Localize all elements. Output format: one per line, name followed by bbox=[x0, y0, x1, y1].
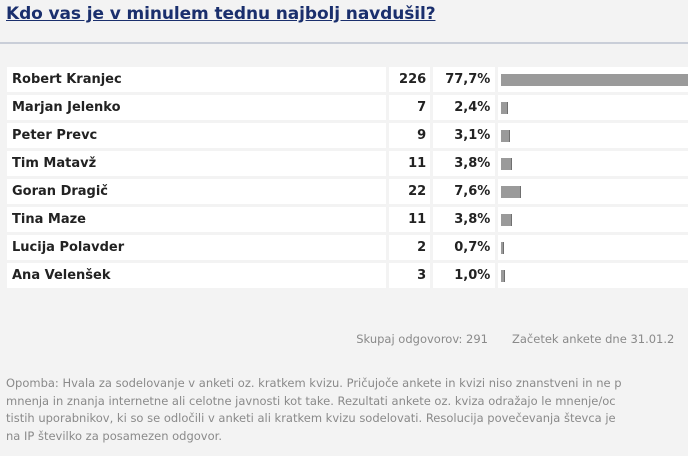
result-row: Ana Velenšek 3 1,0% bbox=[7, 263, 688, 288]
poll-title[interactable]: Kdo vas je v minulem tednu najbolj navdu… bbox=[6, 4, 436, 24]
option-percent: 7,6% bbox=[433, 179, 496, 204]
option-bar bbox=[501, 269, 506, 282]
option-bar bbox=[501, 157, 513, 170]
result-row: Lucija Polavder 2 0,7% bbox=[7, 235, 688, 260]
option-bar bbox=[501, 101, 509, 114]
disclaimer-line: mnenja in znanja internetne ali celotne … bbox=[6, 393, 616, 408]
option-bar bbox=[501, 73, 688, 86]
total-answers: Skupaj odgovorov: 291 bbox=[356, 332, 488, 346]
disclaimer-line: Opomba: Hvala za sodelovanje v anketi oz… bbox=[6, 376, 622, 390]
option-bar bbox=[501, 213, 513, 226]
option-name: Robert Kranjec bbox=[7, 67, 386, 92]
option-bar-cell bbox=[498, 67, 688, 92]
option-vote-count: 2 bbox=[388, 235, 431, 260]
option-name: Tim Matavž bbox=[7, 151, 386, 176]
result-row: Tim Matavž 11 3,8% bbox=[7, 151, 688, 176]
option-bar bbox=[501, 129, 511, 142]
option-vote-count: 226 bbox=[388, 67, 431, 92]
disclaimer-line: na IP številko za posamezen odgovor. bbox=[6, 428, 222, 443]
option-percent: 3,8% bbox=[433, 207, 496, 232]
option-bar-cell bbox=[498, 263, 688, 288]
title-divider bbox=[0, 42, 688, 44]
option-name: Ana Velenšek bbox=[7, 263, 386, 288]
result-row: Peter Prevc 9 3,1% bbox=[7, 123, 688, 148]
option-bar-cell bbox=[498, 123, 688, 148]
poll-results-table: Robert Kranjec 226 77,7% Marjan Jelenko 7 2,4… bbox=[4, 64, 688, 291]
option-bar bbox=[501, 241, 505, 254]
option-percent: 1,0% bbox=[433, 263, 496, 288]
result-row: Goran Dragič 22 7,6% bbox=[7, 179, 688, 204]
option-percent: 2,4% bbox=[433, 95, 496, 120]
option-percent: 3,1% bbox=[433, 123, 496, 148]
option-vote-count: 9 bbox=[388, 123, 431, 148]
result-row: Marjan Jelenko 7 2,4% bbox=[7, 95, 688, 120]
option-name: Marjan Jelenko bbox=[7, 95, 386, 120]
poll-summary: Skupaj odgovorov: 291 Začetek ankete dne… bbox=[0, 332, 688, 350]
option-bar-cell bbox=[498, 179, 688, 204]
option-percent: 3,8% bbox=[433, 151, 496, 176]
option-percent: 0,7% bbox=[433, 235, 496, 260]
option-percent: 77,7% bbox=[433, 67, 496, 92]
option-name: Peter Prevc bbox=[7, 123, 386, 148]
disclaimer-line: tistih uporabnikov, ki so se odločili v … bbox=[6, 411, 616, 425]
option-name: Lucija Polavder bbox=[7, 235, 386, 260]
option-bar-cell bbox=[498, 235, 688, 260]
result-row: Tina Maze 11 3,8% bbox=[7, 207, 688, 232]
option-name: Tina Maze bbox=[7, 207, 386, 232]
poll-disclaimer: Opomba: Hvala za sodelovanje v anketi oz… bbox=[6, 375, 688, 445]
option-vote-count: 11 bbox=[388, 151, 431, 176]
option-vote-count: 11 bbox=[388, 207, 431, 232]
option-bar-cell bbox=[498, 151, 688, 176]
option-vote-count: 7 bbox=[388, 95, 431, 120]
option-bar-cell bbox=[498, 95, 688, 120]
poll-start-date: Začetek ankete dne 31.01.2 bbox=[512, 332, 675, 346]
option-vote-count: 3 bbox=[388, 263, 431, 288]
option-bar-cell bbox=[498, 207, 688, 232]
option-name: Goran Dragič bbox=[7, 179, 386, 204]
option-vote-count: 22 bbox=[388, 179, 431, 204]
option-bar bbox=[501, 185, 522, 198]
result-row: Robert Kranjec 226 77,7% bbox=[7, 67, 688, 92]
